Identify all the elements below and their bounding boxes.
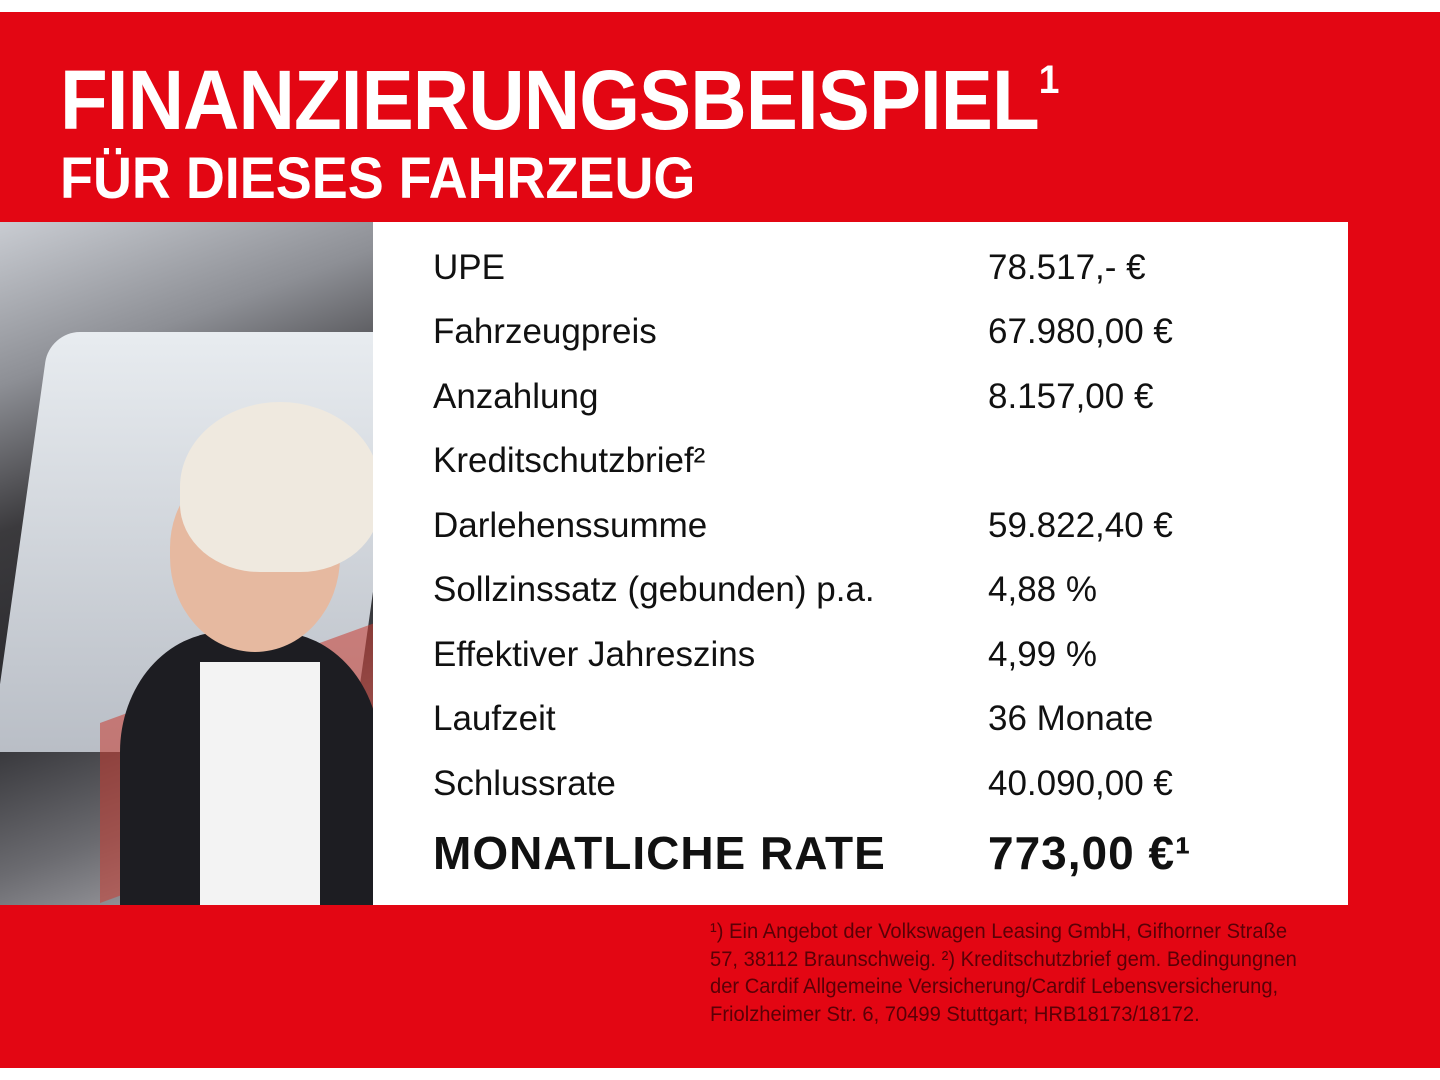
row-value: 8.157,00 €: [988, 377, 1154, 416]
table-row: UPE 78.517,- €: [433, 248, 1146, 288]
row-value: 40.090,00 €: [988, 764, 1173, 803]
row-value: 67.980,00 €: [988, 312, 1173, 351]
financing-table: UPE 78.517,- € Fahrzeugpreis 67.980,00 € A…: [373, 222, 1348, 905]
table-row: Schlussrate 40.090,00 €: [433, 764, 1173, 804]
headline-footnote-mark: 1: [1038, 58, 1060, 102]
subheadline: FÜR DIESES FAHRZEUG: [60, 146, 696, 211]
row-label: Effektiver Jahreszins: [433, 635, 756, 674]
headline-text: FINANZIERUNGSBEISPIEL: [60, 53, 1040, 147]
table-row: Anzahlung 8.157,00 €: [433, 377, 1153, 417]
monthly-rate-row: MONATLICHE RATE 773,00 €¹: [433, 826, 1190, 880]
table-row: Effektiver Jahreszins 4,99 %: [433, 635, 1097, 675]
table-row: Darlehenssumme 59.822,40 €: [433, 506, 1173, 546]
row-value: 36 Monate: [988, 699, 1154, 738]
table-row: Fahrzeugpreis 67.980,00 €: [433, 312, 1173, 352]
row-value: 59.822,40 €: [988, 506, 1173, 545]
row-label: Kreditschutzbrief²: [433, 441, 706, 480]
monthly-rate-value: 773,00 €¹: [988, 827, 1192, 879]
table-row: Sollzinssatz (gebunden) p.a. 4,88 %: [433, 570, 1097, 610]
headline: FINANZIERUNGSBEISPIEL1: [60, 52, 1059, 149]
row-label: Darlehenssumme: [433, 506, 708, 545]
row-label: Fahrzeugpreis: [433, 312, 657, 351]
table-row: Kreditschutzbrief²: [433, 441, 705, 481]
row-value: 4,99 %: [988, 635, 1097, 674]
row-value: 4,88 %: [988, 570, 1097, 609]
row-label: Laufzeit: [433, 699, 556, 738]
row-label: Sollzinssatz (gebunden) p.a.: [433, 570, 875, 609]
row-value: 78.517,- €: [988, 248, 1146, 287]
row-label: Anzahlung: [433, 377, 599, 416]
table-row: Laufzeit 36 Monate: [433, 699, 1153, 739]
woman-in-car-photo: [0, 222, 373, 905]
footnote: ¹) Ein Angebot der Volkswagen Leasing Gm…: [710, 920, 1297, 1026]
row-label: UPE: [433, 248, 505, 287]
monthly-rate-label: MONATLICHE RATE: [433, 827, 886, 879]
row-label: Schlussrate: [433, 764, 616, 803]
